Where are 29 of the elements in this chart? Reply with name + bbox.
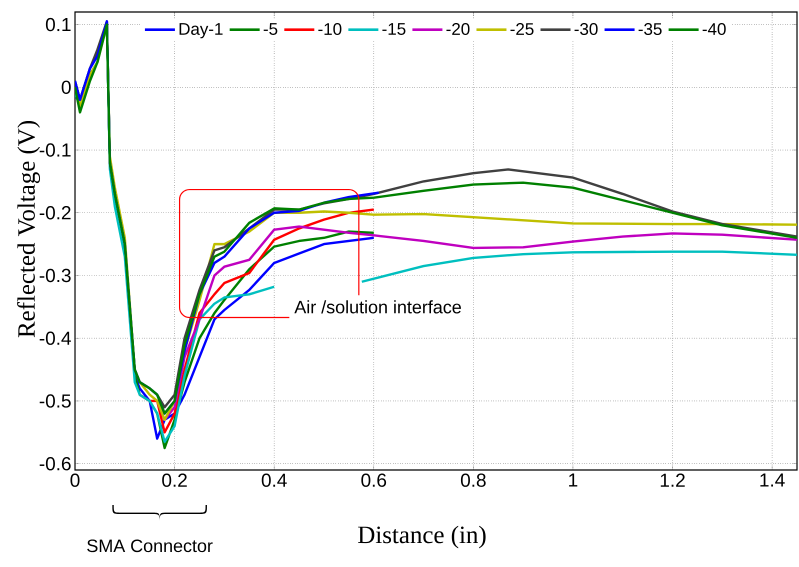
y-tick-label: -0.2 bbox=[40, 206, 71, 220]
text: SMA Connector bbox=[87, 539, 213, 552]
legend-label: -20 bbox=[446, 23, 470, 36]
annotation: Air /solution interface bbox=[294, 300, 461, 314]
x-tick-label: 0.6 bbox=[361, 474, 386, 487]
x-tick-label: 0.8 bbox=[460, 474, 486, 487]
y-tick-label: 0.1 bbox=[46, 18, 71, 32]
x-tick-label: 1.4 bbox=[760, 474, 785, 487]
x-tick-label: 0.4 bbox=[262, 474, 287, 487]
x-axis-title: Distance (in) bbox=[358, 526, 486, 548]
y-tick-label: -0.1 bbox=[40, 143, 71, 157]
y-tick-label: -0.5 bbox=[40, 394, 71, 408]
y-tick-label: -0.4 bbox=[40, 332, 71, 345]
legend-label: -15 bbox=[382, 23, 406, 35]
legend-label: -40 bbox=[702, 23, 726, 36]
y-axis-title: Reflected Voltage (V) bbox=[17, 121, 40, 338]
y-tick-label: -0.6 bbox=[40, 457, 71, 470]
legend-label: Day-1 bbox=[180, 23, 223, 38]
legend-label: -25 bbox=[510, 23, 534, 36]
legend-label: -10 bbox=[318, 23, 342, 36]
x-tick-label: 0.2 bbox=[162, 474, 187, 487]
x-tick-label: 0 bbox=[70, 474, 80, 487]
y-tick-label: -0.3 bbox=[40, 268, 71, 282]
legend-label: -30 bbox=[574, 23, 598, 36]
x-tick-label: 1.2 bbox=[660, 474, 685, 487]
legend-label: -35 bbox=[638, 23, 662, 36]
y-tick-label: 0 bbox=[62, 80, 71, 94]
legend-label: -5 bbox=[264, 23, 278, 35]
x-tick-label: 1 bbox=[569, 474, 578, 487]
